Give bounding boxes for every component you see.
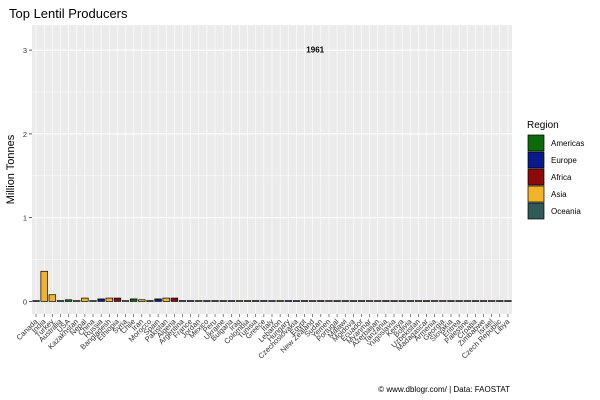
bar-jordan xyxy=(195,300,203,302)
bar-myanmar xyxy=(365,300,374,302)
legend-label: Europe xyxy=(551,156,577,165)
bar-ethiopia xyxy=(113,297,122,302)
bar-israel xyxy=(487,300,496,302)
bar-czech-republic xyxy=(496,300,504,302)
year-label: 1961 xyxy=(306,46,324,55)
y-axis-ticks: 0 1 2 3 xyxy=(23,46,32,306)
bar-palestine xyxy=(463,300,471,302)
bar-argentina xyxy=(178,300,187,302)
bar-hungary xyxy=(284,300,292,302)
y-tick-label: 1 xyxy=(23,214,27,223)
legend: Region Americas Europe Africa Asia Oceania xyxy=(527,120,584,220)
bar-ukraine xyxy=(219,300,227,302)
chart-title: Top Lentil Producers xyxy=(9,6,128,21)
bar-usa xyxy=(64,299,73,302)
bar-kazakhstan xyxy=(73,300,81,302)
bar-syria xyxy=(121,300,130,302)
bar-azerbaijan xyxy=(374,300,382,302)
bar-morocco xyxy=(146,300,154,302)
legend-label: Oceania xyxy=(551,207,581,216)
y-tick-label: 2 xyxy=(23,130,27,139)
bar-lebanon xyxy=(276,300,284,302)
bar-china xyxy=(89,300,97,302)
bar-libya xyxy=(504,300,512,302)
bar-iraq xyxy=(235,300,244,302)
bar-chile xyxy=(130,298,138,302)
bar-zimbabwe xyxy=(479,300,488,302)
bar-malawi xyxy=(341,300,349,302)
bar-new-zealand xyxy=(308,300,317,302)
y-tick-label: 0 xyxy=(23,297,27,306)
bar-peru xyxy=(211,300,219,302)
legend-key-africa xyxy=(527,168,545,186)
bar-bulgaria xyxy=(227,300,236,302)
bar-uzbekistan xyxy=(414,300,423,302)
bar-yemen xyxy=(325,300,333,302)
bar-tanzania xyxy=(382,300,390,302)
legend-key-europe xyxy=(527,151,545,169)
bars xyxy=(32,270,512,302)
y-axis-title: Million Tonnes xyxy=(5,134,17,204)
bar-spain xyxy=(154,298,162,302)
bar-moldova xyxy=(349,300,358,302)
bar-tunisia xyxy=(252,300,260,302)
bar-croatia xyxy=(471,300,480,302)
bar-kenya xyxy=(398,300,406,302)
bar-russia xyxy=(97,298,105,302)
legend-key-asia xyxy=(527,185,545,203)
bar-colombia xyxy=(243,300,252,302)
bar-bangladesh xyxy=(105,297,113,302)
bar-bolivia xyxy=(406,300,414,302)
bar-algeria xyxy=(170,297,179,302)
bar-iran xyxy=(138,299,146,302)
bar-india xyxy=(40,270,48,302)
legend-key-oceania xyxy=(527,202,545,220)
source-caption: © www.dblogr.com/ | Data: FAOSTAT xyxy=(378,385,510,394)
bar-armenia xyxy=(431,300,439,302)
bar-yugoslavia xyxy=(390,300,398,302)
bar-canada xyxy=(32,300,40,302)
bar-portugal xyxy=(333,300,341,302)
bar-italy xyxy=(268,300,276,302)
bar-ecuador xyxy=(357,300,366,302)
y-tick-label: 3 xyxy=(23,46,27,55)
bar-turkey xyxy=(48,294,57,302)
bar-madagascar xyxy=(422,300,431,302)
bar-czechoslovakia xyxy=(292,300,301,302)
bar-sudan xyxy=(317,300,325,302)
bar-australia xyxy=(56,300,65,302)
legend-label: Americas xyxy=(551,139,584,148)
legend-label: Africa xyxy=(551,173,572,182)
legend-label: Asia xyxy=(551,190,567,199)
bar-pakistan xyxy=(162,297,170,302)
bar-slovakia xyxy=(447,300,455,302)
legend-key-americas xyxy=(527,134,545,152)
bar-nepal xyxy=(81,297,89,302)
legend-title: Region xyxy=(527,120,559,131)
bar-mexico xyxy=(203,300,211,302)
bar-france xyxy=(186,300,195,302)
grid-lines xyxy=(32,25,512,314)
bar-greece xyxy=(260,300,268,302)
x-axis-categories: CanadaIndiaTurkeyAustraliaUSAKazakhstanN… xyxy=(15,314,512,361)
bar-egypt xyxy=(300,300,309,302)
bar-georgia xyxy=(439,300,447,302)
bar-eritrea xyxy=(455,300,463,302)
